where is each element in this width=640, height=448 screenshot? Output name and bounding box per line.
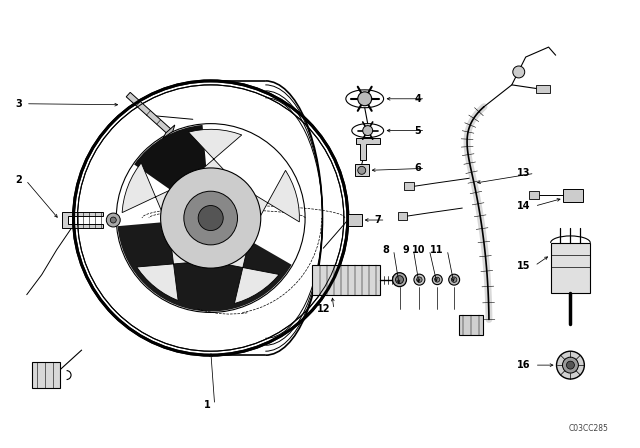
Polygon shape: [536, 85, 550, 93]
Circle shape: [451, 277, 457, 282]
Circle shape: [414, 274, 425, 285]
Text: 3: 3: [15, 99, 22, 109]
Circle shape: [417, 277, 422, 282]
Polygon shape: [348, 214, 362, 226]
Polygon shape: [550, 243, 590, 293]
Polygon shape: [404, 182, 415, 190]
Text: 8: 8: [383, 245, 390, 255]
Text: 6: 6: [415, 164, 421, 173]
Polygon shape: [529, 191, 539, 199]
Text: 12: 12: [316, 305, 330, 314]
Text: 15: 15: [517, 261, 531, 271]
Polygon shape: [188, 129, 242, 179]
Text: 16: 16: [517, 360, 531, 370]
Circle shape: [198, 206, 223, 231]
Circle shape: [557, 351, 584, 379]
Circle shape: [513, 66, 525, 78]
Polygon shape: [216, 241, 279, 304]
Text: 9: 9: [403, 245, 410, 255]
Wedge shape: [134, 125, 211, 218]
Circle shape: [110, 217, 116, 223]
Text: 7: 7: [375, 215, 381, 225]
Circle shape: [106, 213, 120, 227]
Text: 14: 14: [517, 201, 531, 211]
Text: 13: 13: [517, 168, 531, 178]
Polygon shape: [126, 92, 171, 134]
Circle shape: [358, 92, 372, 106]
Polygon shape: [137, 237, 201, 301]
Circle shape: [432, 275, 442, 284]
Text: 4: 4: [415, 94, 421, 104]
Circle shape: [396, 276, 403, 284]
Polygon shape: [563, 189, 583, 202]
Text: 10: 10: [412, 245, 426, 255]
Polygon shape: [61, 212, 103, 228]
Circle shape: [392, 273, 406, 287]
Circle shape: [184, 191, 237, 245]
Circle shape: [358, 166, 365, 174]
Circle shape: [435, 277, 440, 282]
Circle shape: [566, 361, 575, 369]
Circle shape: [363, 125, 372, 136]
Polygon shape: [356, 138, 380, 160]
Polygon shape: [244, 170, 300, 227]
Text: 2: 2: [15, 175, 22, 185]
Text: 5: 5: [415, 125, 421, 136]
Text: 11: 11: [429, 245, 444, 255]
Text: C03CC285: C03CC285: [568, 424, 608, 433]
Polygon shape: [163, 125, 175, 138]
Polygon shape: [32, 362, 60, 388]
Circle shape: [563, 357, 579, 373]
Polygon shape: [397, 212, 408, 220]
Circle shape: [449, 274, 460, 285]
Circle shape: [161, 168, 260, 268]
Polygon shape: [122, 163, 180, 222]
Wedge shape: [118, 218, 292, 311]
Text: 1: 1: [204, 400, 211, 410]
Polygon shape: [459, 315, 483, 335]
Polygon shape: [355, 164, 369, 177]
Polygon shape: [312, 265, 380, 294]
